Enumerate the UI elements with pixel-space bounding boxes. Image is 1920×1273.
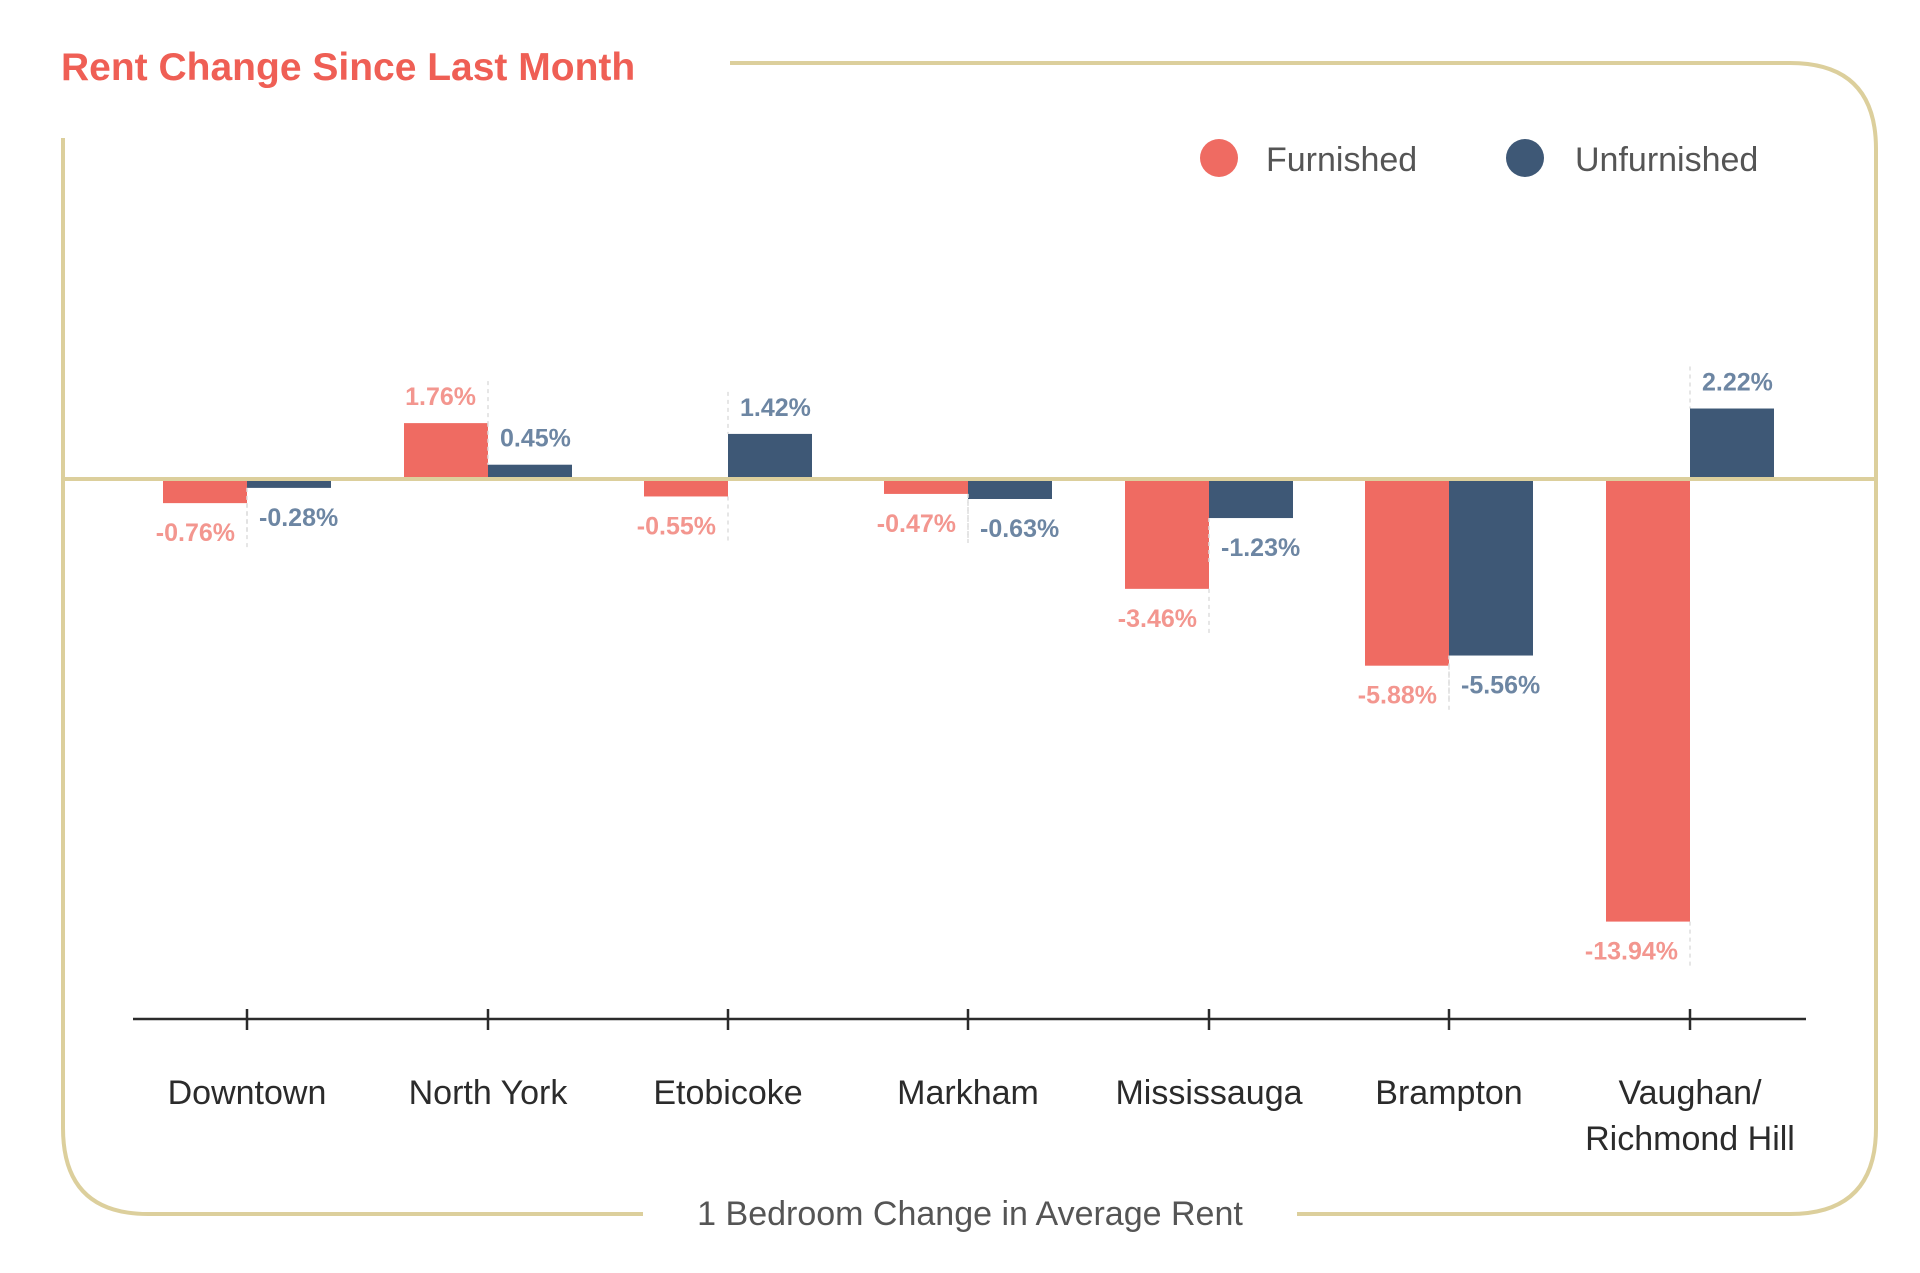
category-label: Vaughan/ — [1618, 1074, 1762, 1112]
bar-unfurnished — [968, 479, 1052, 500]
bar-furnished — [1125, 479, 1209, 589]
x-ticks-layer — [245, 1009, 1692, 1030]
value-label-unfurnished: 2.22% — [1702, 369, 1773, 397]
legend-furnished-swatch — [1200, 139, 1238, 177]
bar-unfurnished — [247, 479, 331, 488]
value-labels-layer: -0.76%-0.28%1.76%0.45%-0.55%1.42%-0.47% -… — [156, 369, 1773, 966]
bar-furnished — [163, 479, 247, 504]
bar-furnished — [1365, 479, 1449, 666]
category-label: Downtown — [168, 1074, 327, 1112]
value-label-furnished: -3.46% — [1118, 605, 1197, 633]
category-label: North York — [409, 1074, 569, 1112]
category-label: Brampton — [1375, 1074, 1522, 1112]
value-label-unfurnished: -1.23% — [1221, 534, 1300, 562]
category-label: Etobicoke — [653, 1074, 802, 1112]
value-label-furnished: 1.76% — [405, 383, 476, 411]
legend-furnished-label: Furnished — [1266, 141, 1417, 179]
bar-unfurnished — [488, 464, 572, 479]
value-label-unfurnished: 0.45% — [500, 425, 571, 453]
value-label-unfurnished: 1.42% — [740, 394, 811, 422]
category-label: Richmond Hill — [1585, 1120, 1795, 1158]
legend-unfurnished-label: Unfurnished — [1575, 141, 1758, 179]
value-label-unfurnished: -0.28% — [259, 504, 338, 532]
bars-layer — [163, 408, 1774, 922]
value-label-furnished: -0.55% — [637, 512, 716, 540]
legend: Furnished Unfurnished — [1200, 139, 1758, 179]
legend-unfurnished-swatch — [1506, 139, 1544, 177]
value-label-unfurnished: -5.56% — [1461, 672, 1540, 700]
value-label-furnished: -0.76% — [156, 519, 235, 547]
value-label-furnished: -5.88% — [1358, 682, 1437, 710]
x-axis-title: 1 Bedroom Change in Average Rent — [697, 1195, 1243, 1233]
category-label: Mississauga — [1115, 1074, 1302, 1112]
bar-unfurnished — [728, 433, 812, 479]
category-label: Markham — [897, 1074, 1039, 1112]
value-label-furnished: -0.47% — [877, 510, 956, 538]
bar-unfurnished — [1209, 479, 1293, 519]
chart-frame — [61, 61, 1878, 1216]
bar-furnished — [404, 423, 488, 479]
guides-layer — [246, 366, 1691, 966]
chart-title: Rent Change Since Last Month — [61, 46, 635, 89]
category-labels-layer: Downtown North York Etobicoke Markham Missis… — [168, 1074, 1795, 1158]
bar-furnished — [1606, 479, 1690, 922]
bar-unfurnished — [1449, 479, 1533, 656]
bar-furnished — [644, 479, 728, 497]
bar-furnished — [884, 479, 968, 494]
value-label-unfurnished: -0.63% — [980, 515, 1059, 543]
value-label-furnished: -13.94% — [1585, 938, 1678, 966]
bar-unfurnished — [1690, 408, 1774, 479]
